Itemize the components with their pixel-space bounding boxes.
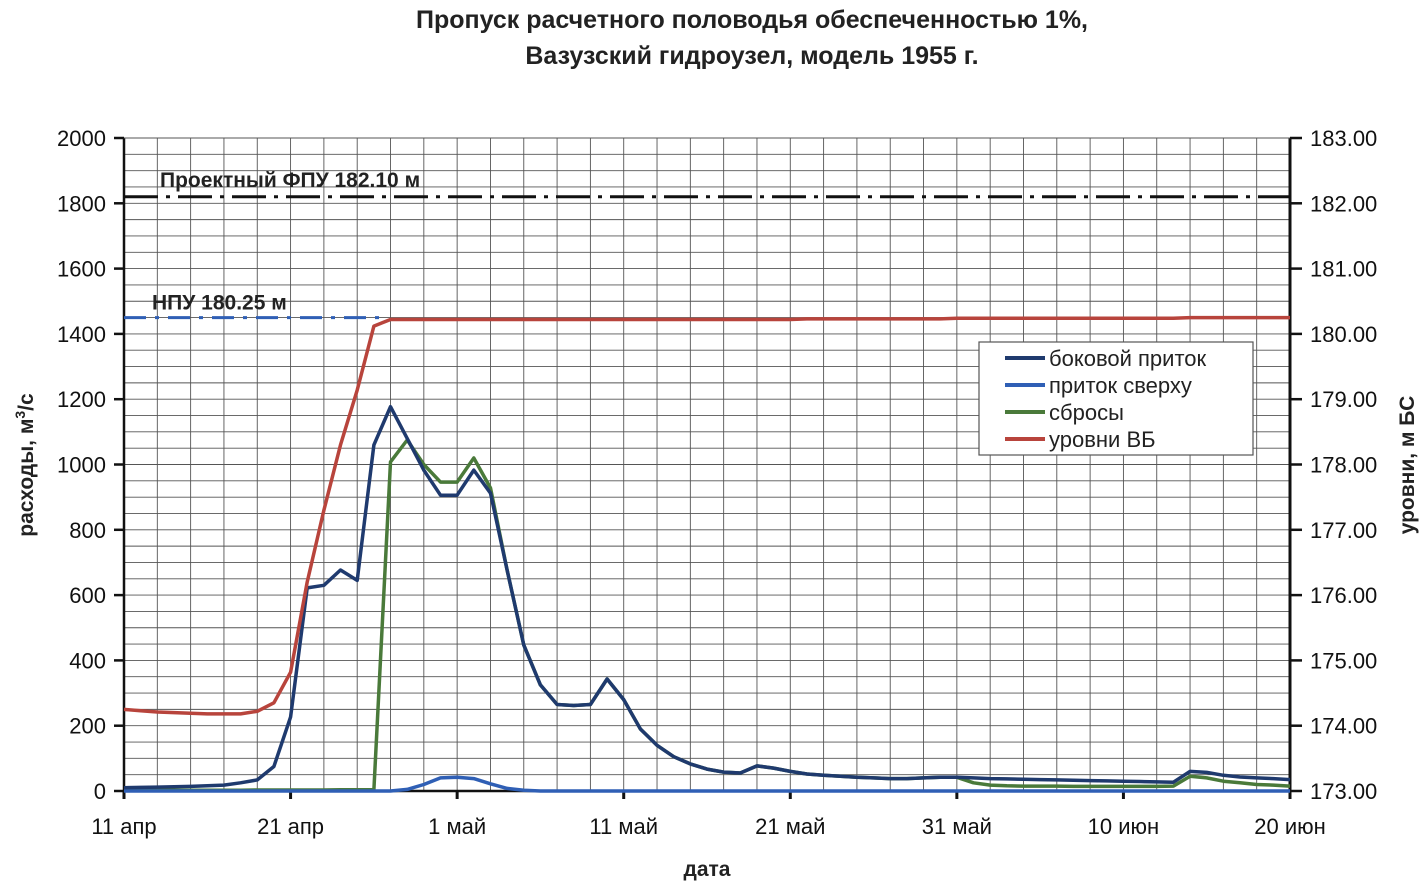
y-axis-label: расходы, м3/с — [12, 393, 38, 537]
y-tick-label: 0 — [94, 779, 106, 804]
series-line-3 — [123, 315, 1290, 716]
y-tick-label: 1200 — [57, 387, 106, 412]
grid — [124, 138, 1290, 791]
y2-tick-label: 173.00 — [1310, 779, 1377, 804]
x-tick-label: 11 апр — [91, 814, 156, 839]
chart-title-line-1: Пропуск расчетного половодья обеспеченно… — [416, 6, 1088, 34]
axes: 0 200 400 600 800 1000 1200 1400 1600 1800 2000 173… — [57, 126, 1377, 839]
y-tick-label: 400 — [69, 648, 106, 673]
y2-tick-label: 178.00 — [1310, 453, 1377, 478]
y2-tick-label: 174.00 — [1310, 714, 1377, 739]
chart-title-line-2: Вазузский гидроузел, модель 1955 г. — [525, 42, 978, 70]
legend-label-0: боковой приток — [1049, 346, 1207, 371]
reference-lines: Проектный ФПУ 182.10 м НПУ 180.25 м — [124, 169, 1290, 320]
y-tick-label: 1600 — [57, 257, 106, 282]
series-line-1 — [124, 775, 1290, 793]
npu-reference-label: НПУ 180.25 м — [152, 292, 287, 315]
y2-tick-label: 177.00 — [1310, 518, 1377, 543]
series-line-0 — [123, 404, 1291, 790]
y2-tick-label: 175.00 — [1310, 648, 1377, 673]
x-tick-label: 1 май — [428, 814, 486, 839]
y-tick-label: 800 — [69, 518, 106, 543]
series-line-2 — [124, 438, 1291, 793]
legend-box — [978, 341, 1254, 456]
y-tick-label: 1800 — [57, 191, 106, 216]
series-lines — [123, 315, 1291, 793]
y2-tick-label: 176.00 — [1310, 583, 1377, 608]
legend-label-1: приток сверху — [1049, 373, 1192, 398]
x-tick-label: 31 май — [922, 814, 992, 839]
y-tick-label: 600 — [69, 583, 106, 608]
y2-tick-label: 183.00 — [1310, 126, 1377, 151]
x-tick-label: 21 май — [755, 814, 825, 839]
x-tick-label: 21 апр — [257, 814, 324, 839]
legend-label-2: сбросы — [1049, 400, 1124, 425]
x-tick-label: 11 май — [589, 814, 658, 839]
y-tick-label: 200 — [69, 714, 106, 739]
y2-tick-label: 182.00 — [1310, 191, 1377, 216]
y2-tick-label: 181.00 — [1310, 257, 1377, 282]
x-tick-label: 10 июн — [1088, 814, 1160, 839]
x-tick-label: 20 июн — [1254, 814, 1326, 839]
y-tick-label: 1400 — [57, 322, 106, 347]
y-tick-label: 2000 — [57, 126, 106, 151]
y2-axis-label: уровни, м БС — [1396, 396, 1419, 535]
y2-tick-label: 179.00 — [1310, 387, 1377, 412]
y-tick-label: 1000 — [57, 453, 106, 478]
fpu-reference-label: Проектный ФПУ 182.10 м — [160, 169, 420, 192]
x-axis-label: дата — [684, 858, 731, 881]
y2-tick-label: 180.00 — [1310, 322, 1377, 347]
legend-label-3: уровни ВБ — [1049, 427, 1156, 452]
